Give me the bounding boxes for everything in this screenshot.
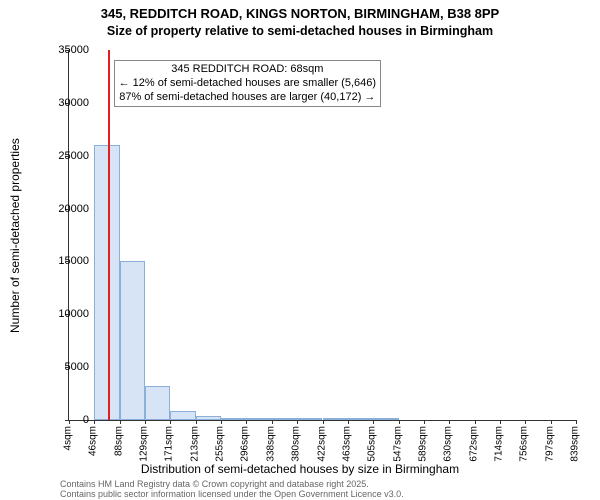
x-tick-label: 4sqm xyxy=(63,426,74,450)
chart-title-line1: 345, REDDITCH ROAD, KINGS NORTON, BIRMIN… xyxy=(0,0,600,23)
x-tick-mark xyxy=(170,420,171,424)
x-tick-mark xyxy=(424,420,425,424)
footer-line2: Contains public sector information licen… xyxy=(60,490,404,500)
y-tick-label: 30000 xyxy=(39,97,89,109)
x-tick-mark xyxy=(323,420,324,424)
y-tick-label: 20000 xyxy=(39,203,89,215)
x-tick-mark xyxy=(297,420,298,424)
x-tick-label: 213sqm xyxy=(189,426,200,462)
x-axis-label: Distribution of semi-detached houses by … xyxy=(0,462,600,476)
x-tick-label: 296sqm xyxy=(240,426,251,462)
histogram-bar xyxy=(246,418,271,420)
x-tick-label: 589sqm xyxy=(417,426,428,462)
y-tick-label: 35000 xyxy=(39,44,89,56)
histogram-bar xyxy=(297,418,322,420)
x-tick-mark xyxy=(272,420,273,424)
x-tick-mark xyxy=(551,420,552,424)
histogram-bar xyxy=(170,411,195,421)
x-tick-label: 338sqm xyxy=(265,426,276,462)
x-tick-mark xyxy=(94,420,95,424)
x-tick-mark xyxy=(449,420,450,424)
x-tick-mark xyxy=(246,420,247,424)
annotation-line2: ← 12% of semi-detached houses are smalle… xyxy=(119,77,376,91)
x-tick-mark xyxy=(475,420,476,424)
x-tick-label: 255sqm xyxy=(215,426,226,462)
x-tick-label: 129sqm xyxy=(139,426,150,462)
annotation-box: 345 REDDITCH ROAD: 68sqm ← 12% of semi-d… xyxy=(114,60,381,107)
x-tick-mark xyxy=(576,420,577,424)
x-tick-label: 46sqm xyxy=(88,426,99,456)
x-tick-mark xyxy=(120,420,121,424)
x-tick-mark xyxy=(348,420,349,424)
x-tick-mark xyxy=(373,420,374,424)
x-tick-label: 672sqm xyxy=(468,426,479,462)
x-tick-label: 380sqm xyxy=(291,426,302,462)
x-tick-label: 171sqm xyxy=(164,426,175,462)
x-tick-label: 88sqm xyxy=(113,426,124,456)
histogram-bar xyxy=(221,418,246,420)
x-tick-label: 756sqm xyxy=(519,426,530,462)
x-tick-mark xyxy=(399,420,400,424)
x-tick-label: 797sqm xyxy=(544,426,555,462)
x-tick-mark xyxy=(500,420,501,424)
histogram-bar xyxy=(373,418,398,420)
y-tick-label: 10000 xyxy=(39,308,89,320)
footer-attribution: Contains HM Land Registry data © Crown c… xyxy=(60,480,404,500)
x-tick-label: 463sqm xyxy=(341,426,352,462)
property-marker-line xyxy=(108,50,110,420)
plot-area: 345 REDDITCH ROAD: 68sqm ← 12% of semi-d… xyxy=(68,50,576,421)
chart-title-line2: Size of property relative to semi-detach… xyxy=(0,23,600,39)
histogram-bar xyxy=(120,261,145,420)
histogram-bar xyxy=(145,386,170,420)
annotation-line1: 345 REDDITCH ROAD: 68sqm xyxy=(119,63,376,77)
histogram-bar xyxy=(196,416,221,420)
x-tick-label: 839sqm xyxy=(570,426,581,462)
x-tick-mark xyxy=(196,420,197,424)
x-tick-mark xyxy=(145,420,146,424)
y-tick-label: 15000 xyxy=(39,255,89,267)
x-tick-label: 422sqm xyxy=(316,426,327,462)
x-tick-label: 505sqm xyxy=(367,426,378,462)
annotation-line3: 87% of semi-detached houses are larger (… xyxy=(119,91,376,105)
histogram-bar xyxy=(348,418,373,420)
y-axis-label: Number of semi-detached properties xyxy=(8,138,22,333)
y-tick-label: 5000 xyxy=(39,361,89,373)
x-tick-mark xyxy=(525,420,526,424)
chart-container: 345, REDDITCH ROAD, KINGS NORTON, BIRMIN… xyxy=(0,0,600,500)
x-tick-mark xyxy=(221,420,222,424)
histogram-bar xyxy=(323,418,348,420)
x-tick-label: 547sqm xyxy=(392,426,403,462)
y-tick-label: 25000 xyxy=(39,150,89,162)
y-tick-label: 0 xyxy=(39,414,89,426)
x-tick-label: 714sqm xyxy=(493,426,504,462)
x-tick-label: 630sqm xyxy=(443,426,454,462)
histogram-bar xyxy=(272,418,297,420)
